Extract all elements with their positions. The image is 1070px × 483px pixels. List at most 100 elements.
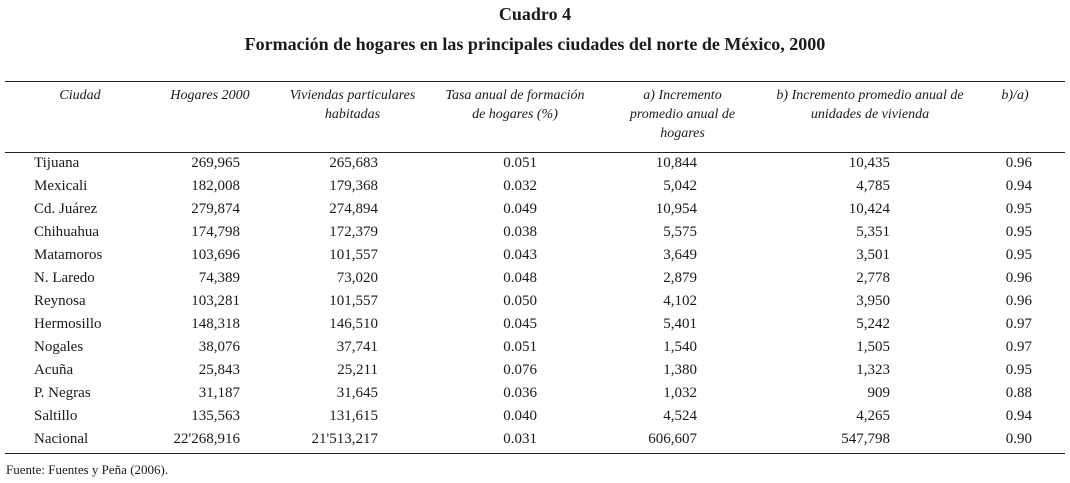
cell-tasa: 0.050 <box>503 293 537 309</box>
cell-ratio: 0.96 <box>1005 293 1032 309</box>
cell-ratio: 0.88 <box>1005 385 1032 401</box>
cell-incremento-viviendas: 5,351 <box>856 224 890 240</box>
cell-viviendas: 21'513,217 <box>311 431 378 447</box>
cell-viviendas: 101,557 <box>329 247 378 263</box>
cell-ratio: 0.95 <box>1005 247 1032 263</box>
cell-city: Cd. Juárez <box>34 201 98 217</box>
cell-incremento-hogares: 5,575 <box>663 224 697 240</box>
cell-ratio: 0.90 <box>1005 431 1032 447</box>
table-subtitle: Formación de hogares en las principales … <box>244 34 826 54</box>
cell-hogares-2000: 38,076 <box>198 339 240 355</box>
cell-incremento-hogares: 3,649 <box>663 247 697 263</box>
cell-tasa: 0.043 <box>503 247 537 263</box>
cell-viviendas: 172,379 <box>329 224 378 240</box>
cell-city: Nacional <box>34 431 89 447</box>
cell-hogares-2000: 74,389 <box>198 270 240 286</box>
cell-hogares-2000: 135,563 <box>191 408 240 424</box>
cell-incremento-hogares: 1,540 <box>663 339 697 355</box>
header-incremento-viviendas: b) Incremento promedio anual de unidades… <box>776 88 964 122</box>
cell-incremento-hogares: 1,032 <box>663 385 697 401</box>
cell-viviendas: 31,645 <box>336 385 378 401</box>
cell-incremento-viviendas: 4,265 <box>856 408 890 424</box>
header-ciudad: Ciudad <box>59 88 101 103</box>
cell-viviendas: 37,741 <box>336 339 378 355</box>
header-rule <box>5 152 1065 153</box>
cell-incremento-viviendas: 1,323 <box>856 362 890 378</box>
cell-incremento-viviendas: 909 <box>867 385 891 401</box>
cell-viviendas: 274,894 <box>329 201 378 217</box>
cell-tasa: 0.032 <box>503 178 537 194</box>
cell-hogares-2000: 148,318 <box>191 316 240 332</box>
header-ratio: b)/a) <box>1001 88 1029 103</box>
cell-incremento-viviendas: 4,785 <box>856 178 890 194</box>
cell-incremento-viviendas: 547,798 <box>841 431 890 447</box>
cell-incremento-viviendas: 5,242 <box>856 316 890 332</box>
cell-tasa: 0.040 <box>503 408 537 424</box>
cell-incremento-hogares: 1,380 <box>663 362 697 378</box>
cell-tasa: 0.049 <box>503 201 537 217</box>
cell-ratio: 0.94 <box>1005 408 1032 424</box>
header-viviendas: Viviendas particulares habitadas <box>289 88 416 122</box>
cell-city: Chihuahua <box>34 224 99 240</box>
cell-viviendas: 265,683 <box>329 155 378 171</box>
cell-city: Matamoros <box>34 247 103 263</box>
cell-incremento-hogares: 4,102 <box>663 293 697 309</box>
cell-viviendas: 25,211 <box>337 362 378 378</box>
cell-viviendas: 131,615 <box>329 408 378 424</box>
cell-incremento-hogares: 606,607 <box>648 431 697 447</box>
cell-tasa: 0.036 <box>503 385 537 401</box>
header-tasa: Tasa anual de formación de hogares (%) <box>445 88 585 122</box>
cell-ratio: 0.95 <box>1005 224 1032 240</box>
cell-ratio: 0.94 <box>1005 178 1032 194</box>
cell-hogares-2000: 279,874 <box>191 201 240 217</box>
cell-tasa: 0.031 <box>503 431 537 447</box>
cell-city: Mexicali <box>34 178 88 194</box>
table-title: Cuadro 4 <box>498 4 572 24</box>
cell-ratio: 0.96 <box>1005 270 1032 286</box>
cell-ratio: 0.97 <box>1005 316 1032 332</box>
cell-incremento-viviendas: 10,435 <box>848 155 890 171</box>
cell-hogares-2000: 182,008 <box>191 178 240 194</box>
cell-tasa: 0.045 <box>503 316 537 332</box>
cell-city: Hermosillo <box>34 316 102 332</box>
top-rule <box>5 81 1065 82</box>
cell-tasa: 0.038 <box>503 224 537 240</box>
cell-incremento-viviendas: 10,424 <box>848 201 890 217</box>
cell-incremento-hogares: 4,524 <box>663 408 697 424</box>
cell-hogares-2000: 103,281 <box>191 293 240 309</box>
cell-ratio: 0.95 <box>1005 201 1032 217</box>
cell-city: Reynosa <box>34 293 86 309</box>
cell-city: Tijuana <box>34 155 80 171</box>
cell-tasa: 0.051 <box>503 339 537 355</box>
cell-incremento-hogares: 5,042 <box>663 178 697 194</box>
cell-incremento-hogares: 10,844 <box>655 155 697 171</box>
cell-ratio: 0.96 <box>1005 155 1032 171</box>
cell-city: Acuña <box>34 362 74 378</box>
cell-incremento-viviendas: 3,501 <box>856 247 890 263</box>
cell-city: P. Negras <box>34 385 91 401</box>
cell-viviendas: 146,510 <box>329 316 378 332</box>
cell-incremento-viviendas: 1,505 <box>856 339 890 355</box>
cell-hogares-2000: 31,187 <box>198 385 240 401</box>
cell-tasa: 0.076 <box>503 362 537 378</box>
cell-ratio: 0.95 <box>1005 362 1032 378</box>
cell-incremento-viviendas: 2,778 <box>856 270 890 286</box>
cell-ratio: 0.97 <box>1005 339 1032 355</box>
cell-viviendas: 73,020 <box>336 270 378 286</box>
cell-city: Saltillo <box>34 408 78 424</box>
cell-incremento-hogares: 10,954 <box>655 201 697 217</box>
cell-incremento-hogares: 5,401 <box>663 316 697 332</box>
cell-incremento-viviendas: 3,950 <box>856 293 890 309</box>
cell-city: N. Laredo <box>34 270 95 286</box>
cell-incremento-hogares: 2,879 <box>663 270 697 286</box>
cell-tasa: 0.051 <box>503 155 537 171</box>
cell-viviendas: 101,557 <box>329 293 378 309</box>
cell-city: Nogales <box>34 339 84 355</box>
cell-hogares-2000: 25,843 <box>198 362 240 378</box>
cell-hogares-2000: 103,696 <box>191 247 240 263</box>
bottom-rule <box>5 453 1065 454</box>
header-incremento-hogares: a) Incremento promedio anual de hogares <box>629 88 736 141</box>
cell-tasa: 0.048 <box>503 270 537 286</box>
cell-viviendas: 179,368 <box>329 178 378 194</box>
cell-hogares-2000: 269,965 <box>191 155 240 171</box>
